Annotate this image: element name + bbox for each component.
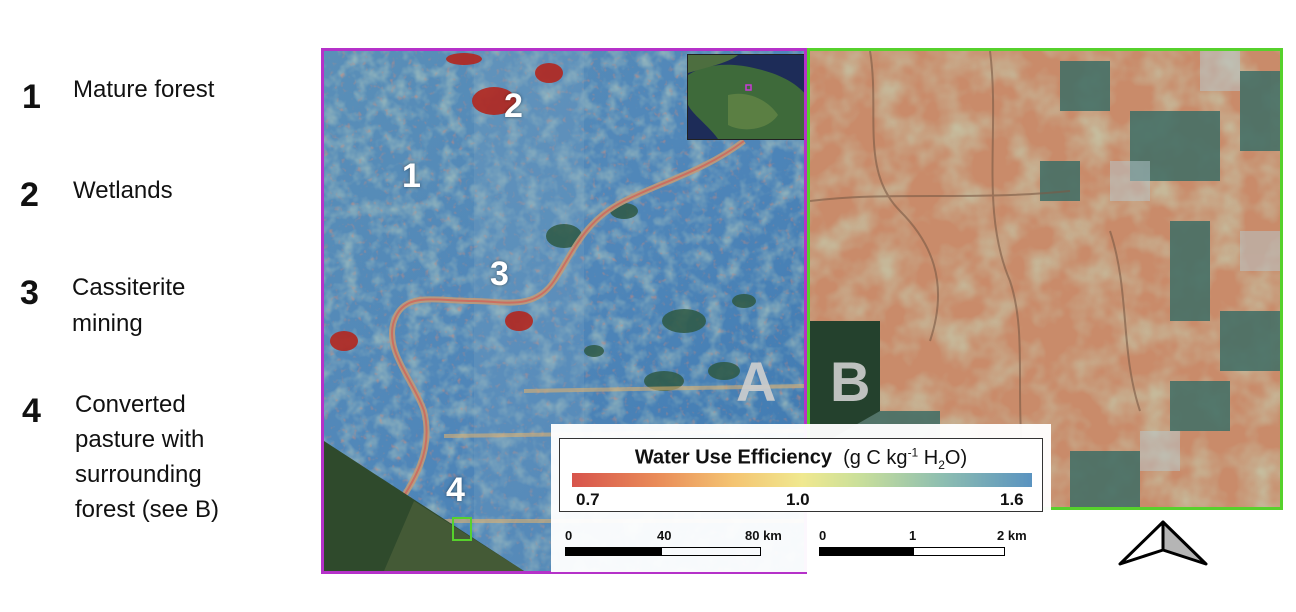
scale-b-bar xyxy=(819,547,1005,556)
scale-b-label-2: 2 km xyxy=(997,528,1027,543)
colorbar-tick-low: 0.7 xyxy=(576,490,600,509)
colorbar-title: Water Use Efficiency (g C kg-1 H2O) xyxy=(560,445,1042,472)
zoom-extent-box xyxy=(452,517,472,541)
colorbar-frame: Water Use Efficiency (g C kg-1 H2O) 0.7 … xyxy=(559,438,1043,512)
scale-b-label-0: 0 xyxy=(819,528,827,543)
map-marker-3: 3 xyxy=(490,255,509,293)
panel-letter-b: B xyxy=(830,350,871,413)
legend-label-wetlands: Wetlands xyxy=(73,177,173,204)
colorbar-unit: (g C kg-1 H2O) xyxy=(843,445,968,472)
colorbar-gradient xyxy=(572,473,1032,487)
scale-b-label-1: 1 xyxy=(909,528,917,543)
legend-label-converted-pasture: Converted pasture with surrounding fores… xyxy=(75,391,220,523)
colorbar-title-text: Water Use Efficiency xyxy=(634,446,832,469)
scale-a-bar xyxy=(565,547,761,556)
legend-number-1: 1 xyxy=(22,78,41,116)
legend-label-cassiterite-mining: Cassiterite mining xyxy=(72,274,186,337)
scale-a-label-40: 40 xyxy=(657,528,672,543)
legend-label-mature-forest: Mature forest xyxy=(73,76,215,103)
panel-letter-a: A xyxy=(736,350,777,413)
colorbar-tick-mid: 1.0 xyxy=(786,490,810,509)
north-arrow-icon xyxy=(1118,518,1208,568)
colorbar-tick-high: 1.6 xyxy=(1000,490,1024,509)
locator-marker xyxy=(745,84,752,91)
scale-a-label-0: 0 xyxy=(565,528,573,543)
map-marker-2: 2 xyxy=(504,87,523,125)
scale-a-label-80: 80 km xyxy=(745,528,782,543)
locator-inset-map xyxy=(687,54,804,140)
map-marker-4: 4 xyxy=(446,471,465,509)
colorbar-legend: Water Use Efficiency (g C kg-1 H2O) 0.7 … xyxy=(551,424,1051,572)
legend-number-2: 2 xyxy=(20,176,39,214)
legend-number-4: 4 xyxy=(22,392,41,430)
legend-number-3: 3 xyxy=(20,274,39,312)
map-marker-1: 1 xyxy=(402,157,421,195)
